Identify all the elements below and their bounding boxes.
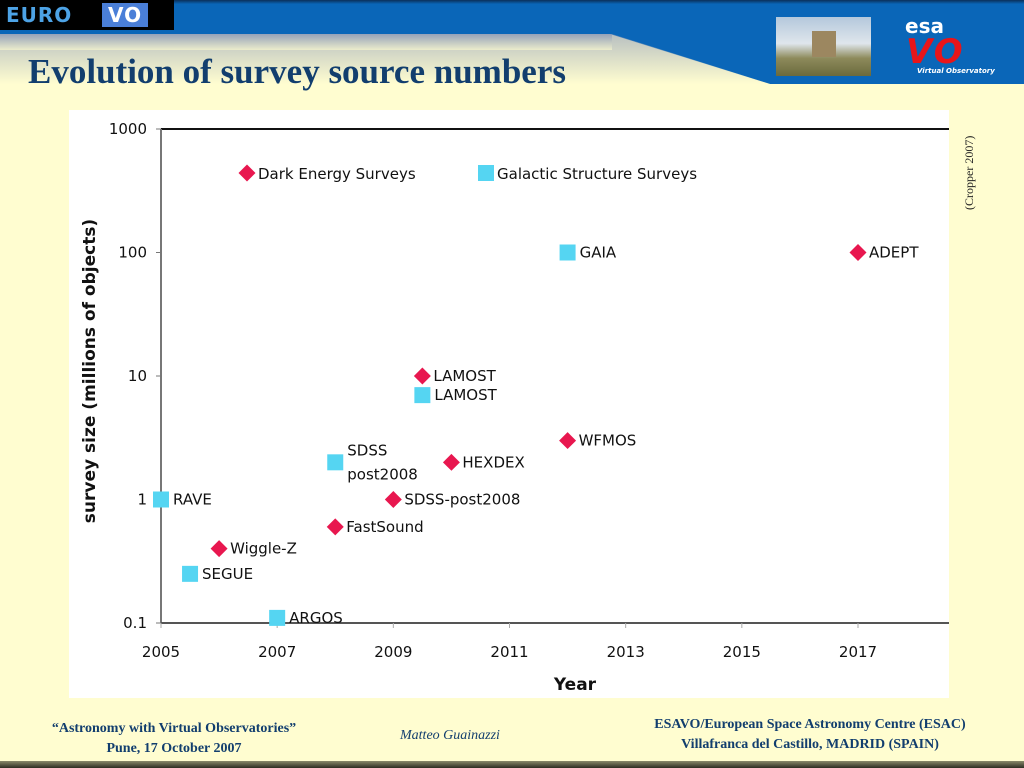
point-label-fastsound: FastSound xyxy=(346,518,423,536)
point-galactic-lamost xyxy=(414,387,431,404)
x-tick-label: 2007 xyxy=(258,643,296,661)
footer-event: “Astronomy with Virtual Observatories” P… xyxy=(0,719,348,759)
event-date: Pune, 17 October 2007 xyxy=(106,741,242,756)
header-bar: EURO VO esa VO Virtual Observatory xyxy=(0,0,1024,84)
point-label-rave: RAVE xyxy=(173,491,212,509)
point-galactic-gaia xyxy=(559,244,576,261)
point-dark-energy-wfmos xyxy=(559,432,577,450)
x-tick-label: 2009 xyxy=(374,643,412,661)
euro-vo-logo: EURO VO xyxy=(0,0,174,30)
point-label-adept: ADEPT xyxy=(869,244,919,262)
point-dark-energy-adept xyxy=(849,244,867,261)
x-tick-label: 2005 xyxy=(142,643,180,661)
point-label-argos: ARGOS xyxy=(289,609,343,627)
point-dark-energy-wiggle-z xyxy=(210,540,228,558)
point-galactic-argos xyxy=(269,609,286,626)
point-galactic-segue xyxy=(182,565,199,582)
x-tick-label: 2015 xyxy=(723,643,761,661)
y-tick-label: 0.1 xyxy=(123,614,147,632)
footer-institution: ESAVO/European Space Astronomy Centre (E… xyxy=(600,715,1020,755)
x-tick-label: 2017 xyxy=(839,643,877,661)
event-title: “Astronomy with Virtual Observatories” xyxy=(51,721,297,736)
point-dark-energy-lamost xyxy=(413,367,431,385)
point-label-segue: SEGUE xyxy=(202,565,253,583)
page-title: Evolution of survey source numbers xyxy=(28,52,566,91)
castle-photo xyxy=(776,17,871,76)
esa-logo: esa xyxy=(905,14,944,38)
point-label-sdss-post2008: SDSS xyxy=(347,441,387,459)
legend-marker-dark-energy xyxy=(238,164,256,182)
point-label-sdss-post2008: post2008 xyxy=(347,465,418,483)
chart-credit: (Cropper 2007) xyxy=(962,135,976,210)
point-label-lamost: LAMOST xyxy=(434,386,497,404)
x-axis-title: Year xyxy=(553,675,597,695)
y-tick-label: 10 xyxy=(128,367,147,385)
legend-label-galactic: Galactic Structure Surveys xyxy=(497,165,697,183)
footer-author: Matteo Guainazzi xyxy=(400,728,500,743)
point-dark-energy-hexdex xyxy=(442,453,460,471)
vo-logo-subtitle: Virtual Observatory xyxy=(917,67,995,75)
point-label-wfmos: WFMOS xyxy=(579,432,637,450)
legend-label-dark-energy: Dark Energy Surveys xyxy=(258,165,416,183)
point-dark-energy-fastsound xyxy=(326,518,344,536)
point-label-lamost: LAMOST xyxy=(433,367,496,385)
bottom-bar xyxy=(0,761,1024,768)
point-dark-energy-sdss-post2008 xyxy=(384,491,402,508)
chart-container: 0.1 1 10 100 1000 2005 2007 2009 2011 2013 2015 201… xyxy=(69,110,949,698)
x-tick-label: 2011 xyxy=(490,643,528,661)
y-tick-label: 100 xyxy=(118,244,147,262)
point-label-sdss-post2008: SDSS-post2008 xyxy=(404,491,520,509)
point-galactic-sdss-post2008 xyxy=(327,454,344,471)
vo-logo-text: VO xyxy=(102,3,149,27)
y-tick-label: 1000 xyxy=(109,120,147,138)
scatter-chart: 0.1 1 10 100 1000 2005 2007 2009 2011 2013 2015 201… xyxy=(80,120,949,695)
point-label-hexdex: HEXDEX xyxy=(462,453,524,471)
legend-marker-galactic xyxy=(478,165,494,181)
institution-name: ESAVO/European Space Astronomy Centre (E… xyxy=(654,717,966,732)
point-label-gaia: GAIA xyxy=(580,244,617,262)
point-galactic-rave xyxy=(153,491,169,508)
vo-logo: VO xyxy=(906,32,965,72)
y-tick-label: 1 xyxy=(137,491,147,509)
point-label-wiggle-z: Wiggle-Z xyxy=(230,540,297,558)
institution-location: Villafranca del Castillo, MADRID (SPAIN) xyxy=(681,737,939,752)
y-axis-title: survey size (millions of objects) xyxy=(80,219,100,523)
x-tick-label: 2013 xyxy=(607,643,645,661)
euro-logo-text: EURO xyxy=(6,3,73,27)
castle-tower xyxy=(812,31,836,57)
